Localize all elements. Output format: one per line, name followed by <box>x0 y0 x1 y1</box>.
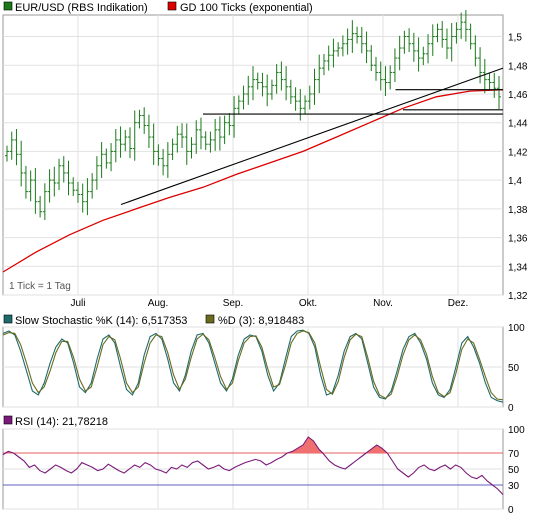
stoch-k-legend-swatch <box>4 315 12 323</box>
panel-ytick-label: 100 <box>508 425 525 436</box>
rsi-panel: 100 70 50 30 0 <box>3 425 525 516</box>
month-label: Okt. <box>299 298 317 309</box>
price-ytick-label: 1,38 <box>508 205 528 216</box>
price-ytick-label: 1,48 <box>508 61 528 72</box>
price-y-axis: 1,5 1,48 1,46 1,44 1,42 1,4 1,38 1,36 1,34 1,32 <box>508 33 528 302</box>
price-ytick-label: 1,34 <box>508 262 528 273</box>
price-ytick-label: 1,4 <box>508 176 522 187</box>
stoch-d-legend-swatch <box>206 315 214 323</box>
price-ytick-label: 1,5 <box>508 33 522 44</box>
tick-note: 1 Tick = 1 Tag <box>9 281 71 292</box>
rsi-legend-label: RSI (14): 21,78218 <box>15 416 108 428</box>
price-ytick-label: 1,44 <box>508 119 528 130</box>
stoch-k-legend-label: Slow Stochastic %K (14): 6,517353 <box>15 315 187 327</box>
price-ytick-label: 1,46 <box>508 90 528 101</box>
month-label: Juli <box>70 298 85 309</box>
month-label: Dez. <box>448 298 469 309</box>
panel-ytick-label: 30 <box>508 481 520 492</box>
stoch-panel: 100 50 0 <box>3 323 525 414</box>
stoch-legend: Slow Stochastic %K (14): 6,517353 %D (3)… <box>4 315 304 327</box>
price-legend-label: EUR/USD (RBS Indikation) <box>15 2 148 14</box>
panel-ytick-label: 0 <box>508 403 514 414</box>
ema-legend-swatch <box>168 2 176 10</box>
month-label: Aug. <box>148 298 169 309</box>
price-legend-swatch <box>4 2 12 10</box>
panel-ytick-label: 70 <box>508 449 520 460</box>
month-label: Nov. <box>373 298 393 309</box>
price-panel: 1,5 1,48 1,46 1,44 1,42 1,4 1,38 1,36 1,34 1,32 1… <box>3 10 528 302</box>
price-legend: EUR/USD (RBS Indikation) GD 100 Ticks (e… <box>4 2 313 14</box>
x-axis: Juli Aug. Sep. Okt. Nov. Dez. <box>70 298 468 309</box>
panel-ytick-label: 50 <box>508 465 520 476</box>
panel-ytick-label: 100 <box>508 323 525 334</box>
stoch-y-axis: 100 50 0 <box>508 323 525 414</box>
price-ytick-label: 1,42 <box>508 147 528 158</box>
month-label: Sep. <box>223 298 244 309</box>
panel-ytick-label: 0 <box>508 505 514 516</box>
price-ytick-label: 1,32 <box>508 291 528 302</box>
rsi-y-axis: 100 70 50 30 0 <box>508 425 525 516</box>
panel-ytick-label: 50 <box>508 363 520 374</box>
rsi-legend-swatch <box>4 416 12 424</box>
ema-legend-label: GD 100 Ticks (exponential) <box>180 2 313 14</box>
rsi-legend: RSI (14): 21,78218 <box>4 416 108 428</box>
stoch-d-legend-label: %D (3): 8,918483 <box>218 315 304 327</box>
price-ytick-label: 1,36 <box>508 234 528 245</box>
